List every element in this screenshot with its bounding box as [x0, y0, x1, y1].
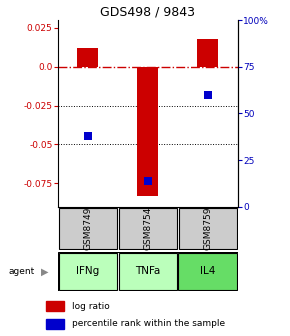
- Bar: [59, 208, 117, 249]
- Bar: [197, 39, 218, 67]
- Bar: [137, 67, 158, 196]
- Bar: [179, 208, 237, 249]
- Point: [86, 133, 90, 138]
- Text: ▶: ▶: [41, 266, 48, 276]
- Text: GSM8759: GSM8759: [203, 207, 212, 250]
- Bar: [119, 253, 177, 290]
- Title: GDS498 / 9843: GDS498 / 9843: [100, 6, 195, 19]
- Text: IFNg: IFNg: [76, 266, 99, 276]
- Bar: [46, 301, 64, 311]
- Point: [146, 178, 150, 183]
- Text: TNFa: TNFa: [135, 266, 161, 276]
- Bar: [178, 253, 237, 290]
- Bar: [119, 208, 177, 249]
- Text: IL4: IL4: [200, 266, 215, 276]
- Text: GSM8749: GSM8749: [84, 207, 93, 250]
- Text: agent: agent: [9, 267, 35, 276]
- Text: GSM8754: GSM8754: [143, 207, 153, 250]
- Point: [206, 92, 210, 97]
- Text: percentile rank within the sample: percentile rank within the sample: [72, 319, 225, 328]
- Bar: [59, 253, 117, 290]
- Text: log ratio: log ratio: [72, 301, 110, 310]
- Bar: [77, 48, 99, 67]
- Bar: [46, 319, 64, 329]
